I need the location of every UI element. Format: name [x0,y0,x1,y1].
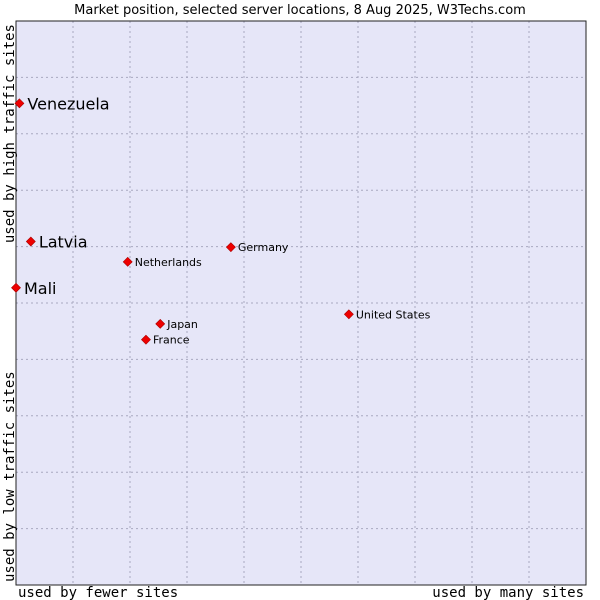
data-point-france [141,334,151,345]
data-points: Venezuela Latvia Mali Germany Netherlands Uni… [11,94,431,347]
data-label-venezuela: Venezuela [27,94,109,113]
data-point-mali [11,282,21,293]
data-point-latvia [25,236,36,247]
data-point-netherlands [122,256,133,267]
y-axis-label-bottom: used by low traffic sites [2,371,18,582]
x-axis-label-left: used by fewer sites [18,585,178,600]
data-point-united-states [343,309,354,320]
data-label-united-states: United States [356,308,431,321]
y-axis-label-top: used by high traffic sites [2,24,18,243]
grid-lines [16,21,586,585]
data-label-france: France [153,334,190,347]
data-label-latvia: Latvia [39,233,88,252]
plot-border [15,20,587,586]
data-label-mali: Mali [24,279,57,298]
data-label-japan: Japan [166,318,198,331]
x-axis-label-right: used by many sites [432,585,584,600]
data-point-venezuela [14,98,25,109]
data-label-netherlands: Netherlands [135,256,202,269]
data-point-germany [225,242,236,253]
data-point-japan [155,318,166,329]
data-label-germany: Germany [238,241,289,254]
chart-title: Market position, selected server locatio… [74,3,526,18]
